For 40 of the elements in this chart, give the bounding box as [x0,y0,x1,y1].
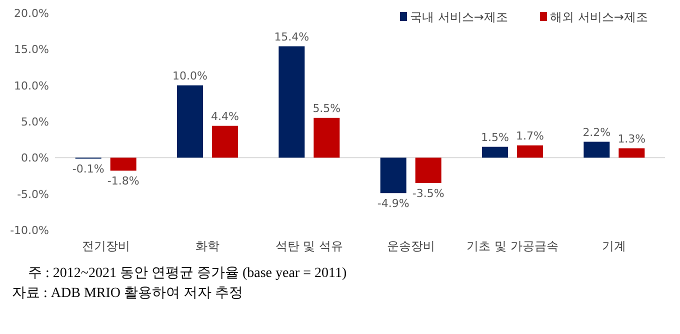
bar [380,158,406,194]
data-label: 1.7% [516,129,544,142]
bar [482,146,508,158]
data-label: 4.4% [211,110,239,123]
x-tick-label: 전기장비 [82,239,130,253]
x-tick-label: 화학 [196,239,220,253]
data-label: 2.2% [582,126,611,139]
text: 자료 : ADB MRIO 활용하여 저자 추정 [12,286,244,301]
bar [415,158,442,183]
data-label: 15.4% [274,30,310,44]
y-tick-label: 10.0% [14,79,49,92]
data-label: -0.1% [72,162,104,176]
x-tick-label: 운송장비 [386,239,435,253]
data-label: -4.9% [377,197,410,210]
bar [517,145,543,158]
y-tick-label: -5.0% [17,188,49,201]
text: 주 : 2012~2021 동안 연평균 증가율 (base year = 2011) [28,266,347,281]
bar [212,126,238,158]
legend-label: 국내 서비스→제조 [410,10,508,24]
data-label: 10.0% [172,69,208,82]
x-tick-label: 기계 [602,239,626,253]
bar [278,46,305,158]
y-tick-label: 15.0% [14,43,49,56]
y-tick-label: 5.0% [21,116,49,128]
data-label: -1.8% [107,174,140,188]
data-label: -3.5% [412,186,444,200]
data-label: 5.5% [312,102,341,115]
bar [314,118,340,158]
bar [584,142,610,158]
y-tick-label: -10.0% [10,224,49,237]
legend-label: 해외 서비스→제조 [550,10,648,24]
y-tick-label: 0.0% [21,152,49,165]
data-label: 1.3% [618,132,646,146]
x-tick-label: 석탄 및 석유 [275,239,343,253]
bar [177,85,203,158]
x-tick-label: 기초 및 가공금속 [466,239,558,253]
bar [110,158,136,171]
y-tick-label: 20.0% [14,7,49,20]
bar [618,148,645,158]
data-label: 1.5% [481,130,509,144]
